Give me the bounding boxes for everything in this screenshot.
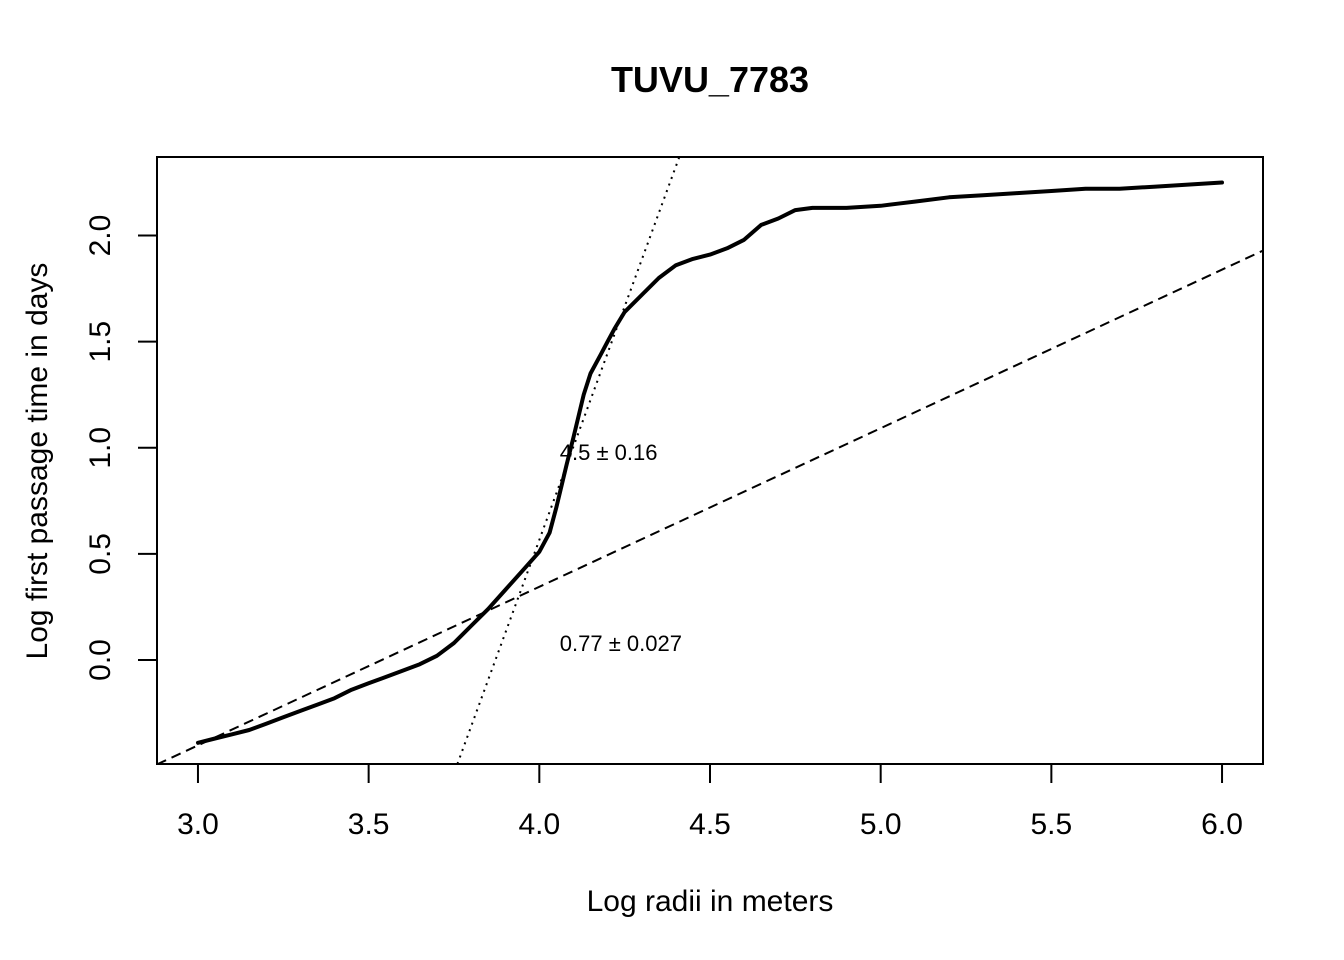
x-tick-label: 4.0 <box>518 808 560 841</box>
series-line-solid <box>196 180 1224 745</box>
x-tick-label: 6.0 <box>1201 808 1243 841</box>
chart-title: TUVU_7783 <box>611 59 809 100</box>
slope-annotation: 4.5 ± 0.16 <box>560 440 658 465</box>
annotations: 4.5 ± 0.16 0.77 ± 0.027 <box>560 440 682 656</box>
series-line-dashed <box>157 249 1263 764</box>
x-axis: 3.0 3.5 4.0 4.5 5.0 5.5 6.0 <box>177 763 1243 841</box>
y-axis: 0.0 0.5 1.0 1.5 2.0 <box>84 215 158 681</box>
x-tick-label: 5.0 <box>860 808 902 841</box>
y-axis-label: Log first passage time in days <box>21 263 54 660</box>
x-axis-label: Log radii in meters <box>587 885 834 918</box>
y-tick-label: 1.0 <box>84 427 117 469</box>
plot-area <box>157 157 1263 764</box>
y-tick-label: 1.5 <box>84 321 117 363</box>
y-tick-label: 0.0 <box>84 639 117 681</box>
x-tick-label: 3.5 <box>348 808 390 841</box>
series-line-dotted <box>456 157 681 764</box>
y-tick-label: 0.5 <box>84 533 117 575</box>
y-tick-label: 2.0 <box>84 215 117 257</box>
x-tick-label: 5.5 <box>1030 808 1072 841</box>
x-tick-label: 4.5 <box>689 808 731 841</box>
plot-frame <box>156 156 1264 765</box>
slope-annotation: 0.77 ± 0.027 <box>560 631 682 656</box>
x-tick-label: 3.0 <box>177 808 219 841</box>
